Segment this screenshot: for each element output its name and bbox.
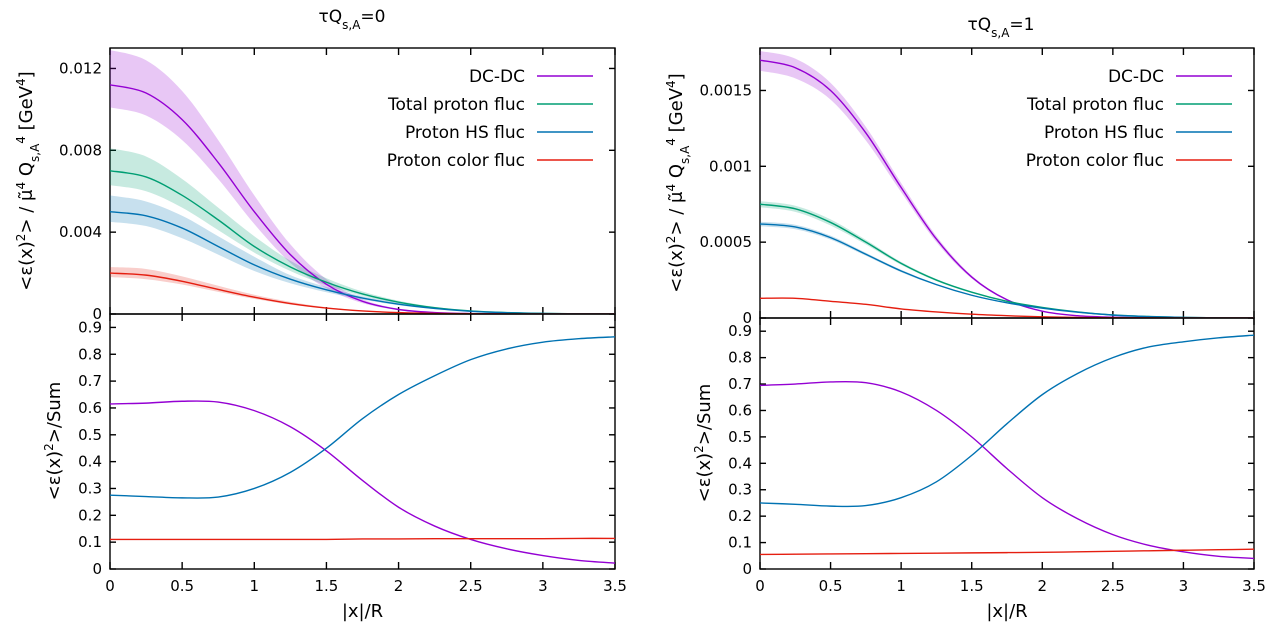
bottom-plot-area — [760, 334, 1254, 560]
proton-hs-fluc-line — [760, 223, 1254, 318]
chart-2: τQs,A=1 0 0.0005 0.001 0.0015 DC-DC Total prot… — [664, 15, 1266, 622]
y-tick-label: 0.0015 — [700, 81, 753, 99]
top-y-axis-label: <ε(x)2> / μ̃4 Qs,A4 [GeV4] — [14, 71, 42, 290]
proton-hs-fluc-error-band — [760, 221, 1254, 318]
bottom-y-axis-label: <ε(x)2>/Sum — [692, 384, 715, 503]
chart-2-top-panel: 0 0.0005 0.001 0.0015 DC-DC Total proton fluc… — [664, 47, 1255, 327]
proton-color-fluc-line — [110, 537, 615, 541]
chart-1-top-panel: 0 0.004 0.008 0.012 DC-DC Total proton fluc Pr… — [14, 47, 616, 323]
x-tick-label: 0.5 — [170, 577, 194, 595]
legend-label-dc-dc: DC-DC — [469, 67, 525, 87]
legend-label-proton-color-fluc: Proton color fluc — [387, 151, 525, 171]
chart-1-bottom-panel: 0 0.1 0.2 0.3 0.4 0.5 0.6 0.7 0.8 0.9 0 0.5 1 1.5 2 2.5… — [42, 313, 627, 622]
y-tick-label: 0.001 — [709, 157, 752, 175]
y-tick-label: 0 — [742, 560, 752, 578]
chart-1-title: τQs,A=0 — [319, 7, 386, 32]
bottom-y-axis-label: <ε(x)2>/Sum — [42, 382, 65, 501]
top-y-axis-label: <ε(x)2> / μ̃4 Qs,A4 [GeV4] — [664, 73, 692, 292]
proton-color-fluc-error-band — [110, 266, 615, 314]
x-tick-label: 1.5 — [960, 577, 984, 595]
x-tick-label: 0.5 — [819, 577, 843, 595]
y-tick-label: 0 — [92, 560, 102, 578]
x-tick-label: 2.5 — [1101, 577, 1125, 595]
bottom-plot-area — [110, 336, 615, 564]
chart-2-title: τQs,A=1 — [968, 15, 1035, 40]
x-tick-label: 3.5 — [1242, 577, 1266, 595]
dc-dc-line — [110, 400, 615, 564]
y-tick-label: 0.0005 — [700, 233, 753, 251]
top-plot-area — [760, 51, 1254, 318]
dc-dc-error-band — [760, 51, 1254, 318]
legend-label-proton-hs-fluc: Proton HS fluc — [405, 123, 525, 143]
x-tick-label: 1 — [896, 577, 906, 595]
y-tick-label: 0.7 — [728, 375, 752, 393]
y-tick-label: 0.9 — [78, 318, 102, 336]
y-tick-label: 0.4 — [728, 454, 752, 472]
x-tick-label: 0 — [755, 577, 765, 595]
chart-1: τQs,A=0 0 0.004 0.008 0.012 DC-DC Total proton… — [14, 7, 627, 622]
y-tick-label: 0.6 — [78, 399, 102, 417]
x-axis-label: |x|/R — [986, 601, 1027, 622]
y-tick-label: 0.3 — [78, 479, 102, 497]
proton-color-fluc-line — [760, 548, 1254, 556]
x-tick-label: 3.5 — [603, 577, 627, 595]
legend: DC-DC Total proton fluc Proton HS fluc Prot… — [1026, 67, 1232, 171]
y-tick-label: 0.8 — [78, 345, 102, 363]
y-tick-label: 0.2 — [728, 507, 752, 525]
bottom-plot-frame — [109, 313, 616, 570]
top-plot-frame — [109, 47, 616, 315]
y-tick-label: 0.7 — [78, 372, 102, 390]
legend: DC-DC Total proton fluc Proton HS fluc Prot… — [387, 67, 593, 171]
x-tick-label: 1 — [250, 577, 260, 595]
y-tick-label: 0 — [742, 309, 752, 327]
y-tick-label: 0.5 — [78, 426, 102, 444]
y-tick-label: 0 — [92, 305, 102, 323]
y-tick-label: 0.008 — [59, 141, 102, 159]
y-tick-label: 0.1 — [728, 534, 752, 552]
x-tick-label: 2 — [394, 577, 404, 595]
y-tick-label: 0.8 — [728, 349, 752, 367]
y-tick-label: 0.9 — [728, 322, 752, 340]
x-tick-label: 2.5 — [459, 577, 483, 595]
y-tick-label: 0.004 — [59, 223, 102, 241]
x-tick-label: 3 — [538, 577, 548, 595]
chart-2-bottom-panel: 0 0.1 0.2 0.3 0.4 0.5 0.6 0.7 0.8 0.9 0 0.5 1 1.5 2 2.5… — [692, 317, 1266, 622]
proton-hs-fluc-line — [110, 336, 615, 499]
x-tick-label: 1.5 — [314, 577, 338, 595]
y-tick-label: 0.5 — [728, 428, 752, 446]
dc-dc-error-band — [110, 50, 615, 314]
proton-hs-fluc-error-band — [110, 195, 615, 314]
legend-label-proton-color-fluc: Proton color fluc — [1026, 151, 1164, 171]
x-axis-label: |x|/R — [342, 601, 383, 622]
legend-label-total-proton-fluc: Total proton fluc — [1026, 95, 1164, 115]
bottom-plot-frame — [759, 317, 1255, 570]
x-tick-label: 0 — [105, 577, 115, 595]
y-tick-label: 0.3 — [728, 481, 752, 499]
x-tick-label: 2 — [1038, 577, 1048, 595]
legend-label-dc-dc: DC-DC — [1108, 67, 1164, 87]
y-tick-label: 0.6 — [728, 401, 752, 419]
proton-hs-fluc-line — [760, 334, 1254, 508]
y-tick-label: 0.012 — [59, 59, 102, 77]
dc-dc-line — [760, 380, 1254, 560]
y-tick-label: 0.1 — [78, 533, 102, 551]
y-tick-label: 0.4 — [78, 453, 102, 471]
x-tick-label: 3 — [1179, 577, 1189, 595]
top-plot-area — [110, 50, 615, 314]
total-proton-fluc-error-band — [110, 148, 615, 314]
y-tick-label: 0.2 — [78, 506, 102, 524]
legend-label-proton-hs-fluc: Proton HS fluc — [1044, 123, 1164, 143]
legend-label-total-proton-fluc: Total proton fluc — [387, 95, 525, 115]
